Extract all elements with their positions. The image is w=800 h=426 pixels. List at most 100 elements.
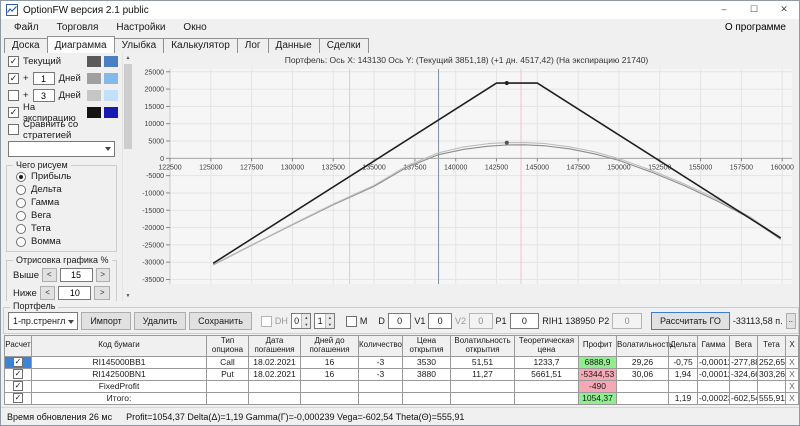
- range-value-input[interactable]: [59, 268, 93, 282]
- m-checkbox[interactable]: [345, 315, 357, 327]
- menu-item[interactable]: Окно: [183, 22, 207, 33]
- row-checkbox[interactable]: ✓: [13, 357, 23, 368]
- import-button[interactable]: Импорт: [81, 312, 131, 330]
- column-header[interactable]: Профит: [578, 335, 617, 357]
- menu-item-about[interactable]: О программе: [724, 22, 786, 33]
- scrollbar-thumb[interactable]: [124, 64, 132, 149]
- draw-option[interactable]: Гамма: [7, 196, 116, 209]
- column-header[interactable]: Количество: [358, 335, 403, 357]
- radio-icon[interactable]: [16, 171, 26, 182]
- radio-icon[interactable]: [16, 184, 26, 195]
- spinner-1[interactable]: 0 ▲ ▼: [290, 313, 312, 329]
- spinner-arrows-icon[interactable]: ▲ ▼: [301, 314, 311, 328]
- column-header[interactable]: Тип опциона: [206, 335, 249, 357]
- draw-option[interactable]: Дельта: [7, 183, 116, 196]
- remove-row-button[interactable]: X: [785, 367, 799, 381]
- layer-checkbox[interactable]: ✓: [8, 107, 19, 118]
- increment-button[interactable]: >: [95, 268, 110, 282]
- draw-option[interactable]: Тета: [7, 222, 116, 235]
- draw-option[interactable]: Вомма: [7, 235, 116, 248]
- row-checkbox[interactable]: ✓: [13, 393, 23, 404]
- table-row[interactable]: ✓ RI145000BB1 Call 18.02.2021 16 -3 3530 51,51 1…: [4, 355, 799, 369]
- days-input[interactable]: [32, 89, 55, 102]
- tab[interactable]: Диаграмма: [46, 36, 115, 53]
- row-checkbox[interactable]: ✓: [13, 381, 23, 392]
- p1-field[interactable]: 0: [509, 313, 540, 329]
- column-header[interactable]: Дней до погашения: [300, 335, 359, 357]
- remove-row-button[interactable]: X: [785, 355, 799, 369]
- spinner-2[interactable]: 1 ▲ ▼: [314, 313, 335, 329]
- table-row[interactable]: ✓ Итого: 1054,37 1,19-0,000239-602,54555,91…: [4, 391, 799, 405]
- tab[interactable]: Лог: [236, 38, 269, 53]
- table-row[interactable]: ✓ RI142500BN1 Put 18.02.2021 16 -3 3880 11,27 56…: [4, 367, 799, 381]
- remove-row-button[interactable]: X: [785, 391, 799, 405]
- delete-button[interactable]: Удалить: [133, 312, 187, 330]
- tab[interactable]: Улыбка: [113, 38, 165, 53]
- column-header[interactable]: Вега: [729, 335, 758, 357]
- layer-checkbox[interactable]: ✓: [8, 73, 19, 84]
- column-header[interactable]: Код бумаги: [31, 335, 207, 357]
- tab[interactable]: Доска: [4, 38, 48, 53]
- column-header[interactable]: X: [785, 335, 799, 357]
- column-header[interactable]: Теоретическая цена: [514, 335, 579, 357]
- column-header[interactable]: Расчет: [4, 335, 32, 357]
- strategy-select[interactable]: [8, 141, 115, 157]
- column-header[interactable]: Волатильность открытия: [450, 335, 515, 357]
- column-header[interactable]: Тета: [757, 335, 786, 357]
- decrement-button[interactable]: <: [42, 268, 57, 282]
- radio-icon[interactable]: [16, 197, 26, 208]
- range-value-input[interactable]: [58, 286, 92, 300]
- menu-item[interactable]: Файл: [14, 22, 39, 33]
- pnl-chart[interactable]: 25000 20000 15000 10000 5000 0 -5000 -10000 -150…: [132, 53, 800, 301]
- row-checkbox[interactable]: ✓: [13, 369, 23, 380]
- p2-field[interactable]: 0: [612, 313, 642, 329]
- maximize-button[interactable]: ☐: [749, 4, 759, 14]
- dh-checkbox[interactable]: [260, 315, 272, 327]
- sidebar-scrollbar[interactable]: ▲ ▼: [122, 53, 132, 301]
- compare-strategy-checkbox[interactable]: [8, 124, 19, 135]
- row-select-cell[interactable]: ✓: [4, 391, 32, 405]
- spinner-arrows-icon[interactable]: ▲ ▼: [324, 314, 334, 328]
- color-swatch[interactable]: [104, 90, 118, 101]
- decrement-button[interactable]: <: [39, 286, 56, 300]
- color-swatch[interactable]: [104, 73, 118, 84]
- close-button[interactable]: ✕: [780, 4, 788, 14]
- menu-item[interactable]: Торговля: [56, 22, 99, 33]
- column-header[interactable]: Дата погашения: [248, 335, 301, 357]
- v2-field[interactable]: 0: [468, 313, 493, 329]
- row-select-cell[interactable]: ✓: [4, 355, 32, 369]
- radio-icon[interactable]: [16, 210, 26, 221]
- more-button[interactable]: ..: [785, 313, 797, 329]
- menu-item[interactable]: Настройки: [116, 22, 166, 33]
- scroll-down-icon[interactable]: ▼: [125, 293, 131, 299]
- radio-icon[interactable]: [16, 223, 26, 234]
- layer-checkbox[interactable]: [8, 90, 19, 101]
- row-select-cell[interactable]: ✓: [4, 367, 32, 381]
- layer-checkbox[interactable]: ✓: [8, 56, 19, 67]
- column-header[interactable]: Гамма: [697, 335, 730, 357]
- color-swatch[interactable]: [104, 107, 118, 118]
- minimize-button[interactable]: –: [721, 4, 727, 14]
- tab[interactable]: Данные: [267, 38, 320, 53]
- radio-icon[interactable]: [16, 236, 26, 247]
- increment-button[interactable]: >: [94, 286, 110, 300]
- color-swatch[interactable]: [104, 56, 118, 67]
- portfolio-preset-select[interactable]: 1-пр.стренгл: [8, 312, 79, 330]
- v1-field[interactable]: 0: [428, 313, 452, 329]
- column-header[interactable]: Волатильность: [616, 335, 673, 357]
- color-swatch[interactable]: [87, 107, 101, 118]
- calc-margin-button[interactable]: Рассчитать ГО: [650, 312, 730, 330]
- color-swatch[interactable]: [87, 73, 101, 84]
- color-swatch[interactable]: [87, 56, 101, 67]
- table-row[interactable]: ✓ FixedProfit -490 X: [4, 379, 799, 393]
- column-header[interactable]: Дельта: [668, 335, 698, 357]
- row-select-cell[interactable]: ✓: [4, 379, 32, 393]
- draw-option[interactable]: Прибыль: [7, 170, 116, 183]
- color-swatch[interactable]: [87, 90, 101, 101]
- column-header[interactable]: Цена открытия: [402, 335, 451, 357]
- tab[interactable]: Сделки: [318, 38, 369, 53]
- tab[interactable]: Калькулятор: [163, 38, 238, 53]
- d-field[interactable]: 0: [387, 313, 412, 329]
- save-button[interactable]: Сохранить: [189, 312, 252, 330]
- draw-option[interactable]: Вега: [7, 209, 116, 222]
